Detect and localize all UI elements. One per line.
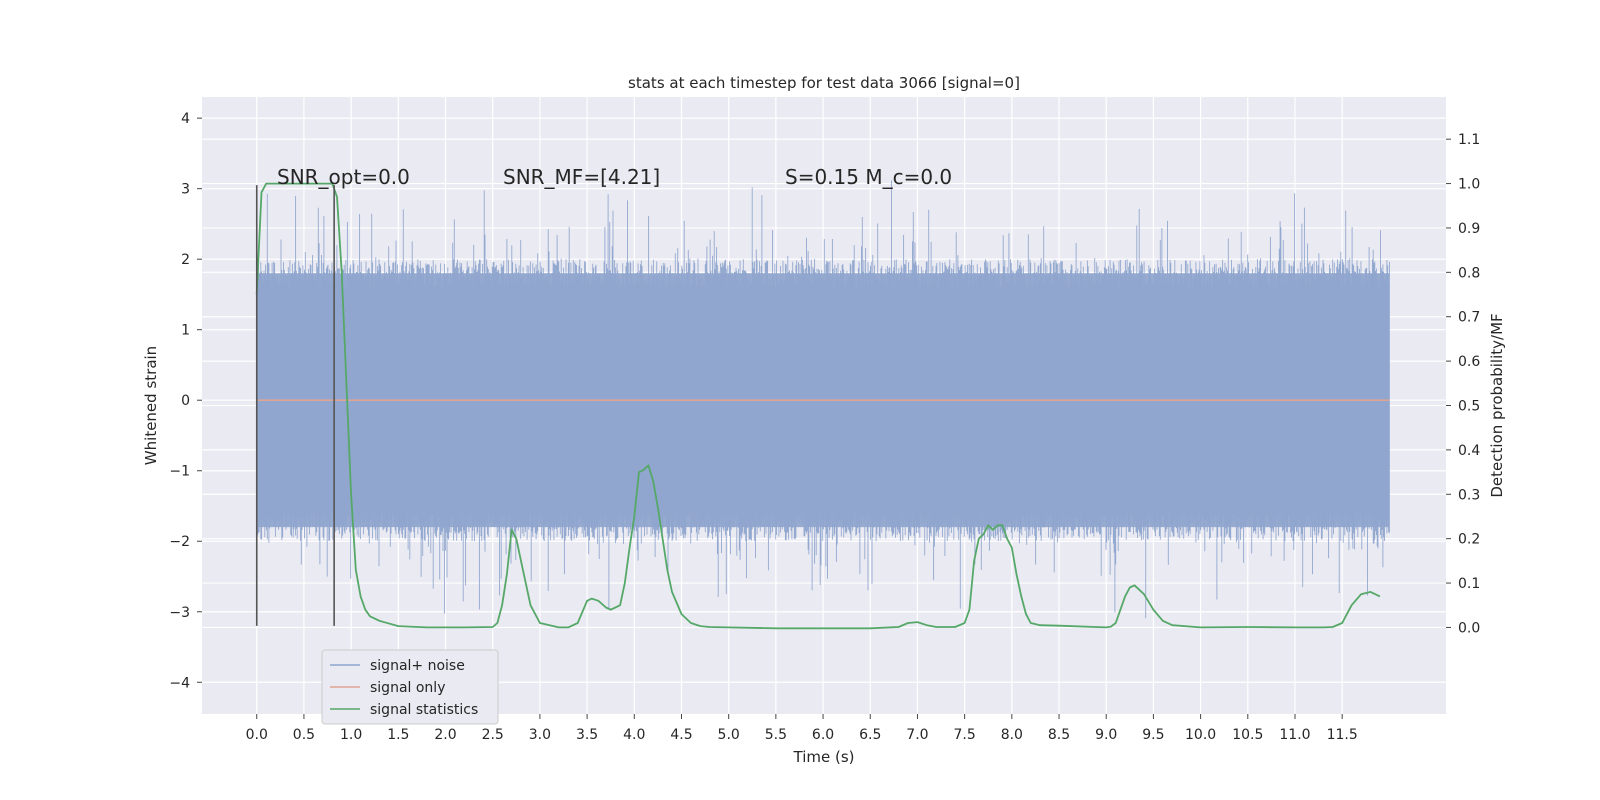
x-tick-label: 2.5 <box>482 727 504 743</box>
x-tick-label: 11.0 <box>1279 727 1310 743</box>
legend-label-signal-statistics: signal statistics <box>370 702 478 718</box>
x-tick-label: 6.0 <box>812 727 834 743</box>
x-tick-label: 10.5 <box>1232 727 1263 743</box>
annotation-snr-mf: SNR_MF=[4.21] <box>503 165 660 189</box>
annotation-snr-opt: SNR_opt=0.0 <box>277 165 410 189</box>
y-tick-label: −3 <box>169 605 190 621</box>
x-tick-label: 2.0 <box>434 727 456 743</box>
y-tick-label: 3 <box>181 182 190 198</box>
tick-labels: 0.0 0.5 1.0 1.5 2.0 2.5 3.0 3.5 4.0 4.5 5.0 5.5 6.0 6… <box>169 111 1480 743</box>
y2-tick-label: 0.2 <box>1458 532 1480 548</box>
y2-tick-label: 0.5 <box>1458 399 1480 415</box>
x-tick-label: 3.0 <box>529 727 551 743</box>
signal-statistics-line <box>255 182 1381 630</box>
x-tick-label: 4.0 <box>623 727 645 743</box>
legend-label-signal-only: signal only <box>370 680 445 696</box>
y2-tick-label: 0.3 <box>1458 487 1480 503</box>
y2-tick-label: 0.6 <box>1458 354 1480 370</box>
series-group <box>255 182 1390 630</box>
legend-label-signal-noise: signal+ noise <box>370 658 465 674</box>
x-tick-label: 6.5 <box>859 727 881 743</box>
y2-axis-label: Detection probability/MF <box>1488 313 1506 497</box>
legend-box <box>321 649 499 725</box>
y-tick-label: −4 <box>169 675 190 691</box>
x-axis-label: Time (s) <box>793 748 855 766</box>
y2-tick-label: 1.1 <box>1458 132 1480 148</box>
y-axis-label: Whitened strain <box>142 346 160 465</box>
y-tick-label: 2 <box>181 252 190 268</box>
x-tick-label: 7.0 <box>906 727 928 743</box>
x-tick-label: 3.5 <box>576 727 598 743</box>
x-tick-label: 8.0 <box>1001 727 1023 743</box>
y2-tick-label: 0.7 <box>1458 310 1480 326</box>
x-tick-label: 4.5 <box>670 727 692 743</box>
x-tick-label: 1.5 <box>387 727 409 743</box>
y-tick-label: 0 <box>181 393 190 409</box>
marker-lines <box>255 185 335 626</box>
x-tick-label: 7.5 <box>954 727 976 743</box>
y-tick-label: −1 <box>169 464 190 480</box>
y2-tick-label: 0.4 <box>1458 443 1480 459</box>
x-tick-label: 0.5 <box>293 727 315 743</box>
y-tick-label: −2 <box>169 534 190 550</box>
x-tick-label: 5.0 <box>718 727 740 743</box>
y2-tick-label: 0.0 <box>1458 620 1480 636</box>
x-tick-label: 9.0 <box>1095 727 1117 743</box>
y2-tick-label: 0.8 <box>1458 265 1480 281</box>
x-tick-label: 8.5 <box>1048 727 1070 743</box>
x-tick-label: 10.0 <box>1185 727 1216 743</box>
annotation-s-mc: S=0.15 M_c=0.0 <box>785 165 952 189</box>
y2-tick-label: 0.9 <box>1458 221 1480 237</box>
x-tick-label: 9.5 <box>1142 727 1164 743</box>
x-tick-label: 1.0 <box>340 727 362 743</box>
legend: signal+ noise signal only signal statist… <box>321 649 499 725</box>
y2-tick-label: 0.1 <box>1458 576 1480 592</box>
x-tick-label: 5.5 <box>765 727 787 743</box>
y-tick-label: 4 <box>181 111 190 127</box>
y2-tick-label: 1.0 <box>1458 177 1480 193</box>
chart-title: stats at each timestep for test data 306… <box>628 74 1020 92</box>
x-tick-label: 11.5 <box>1327 727 1358 743</box>
y-tick-label: 1 <box>181 323 190 339</box>
x-tick-label: 0.0 <box>246 727 268 743</box>
